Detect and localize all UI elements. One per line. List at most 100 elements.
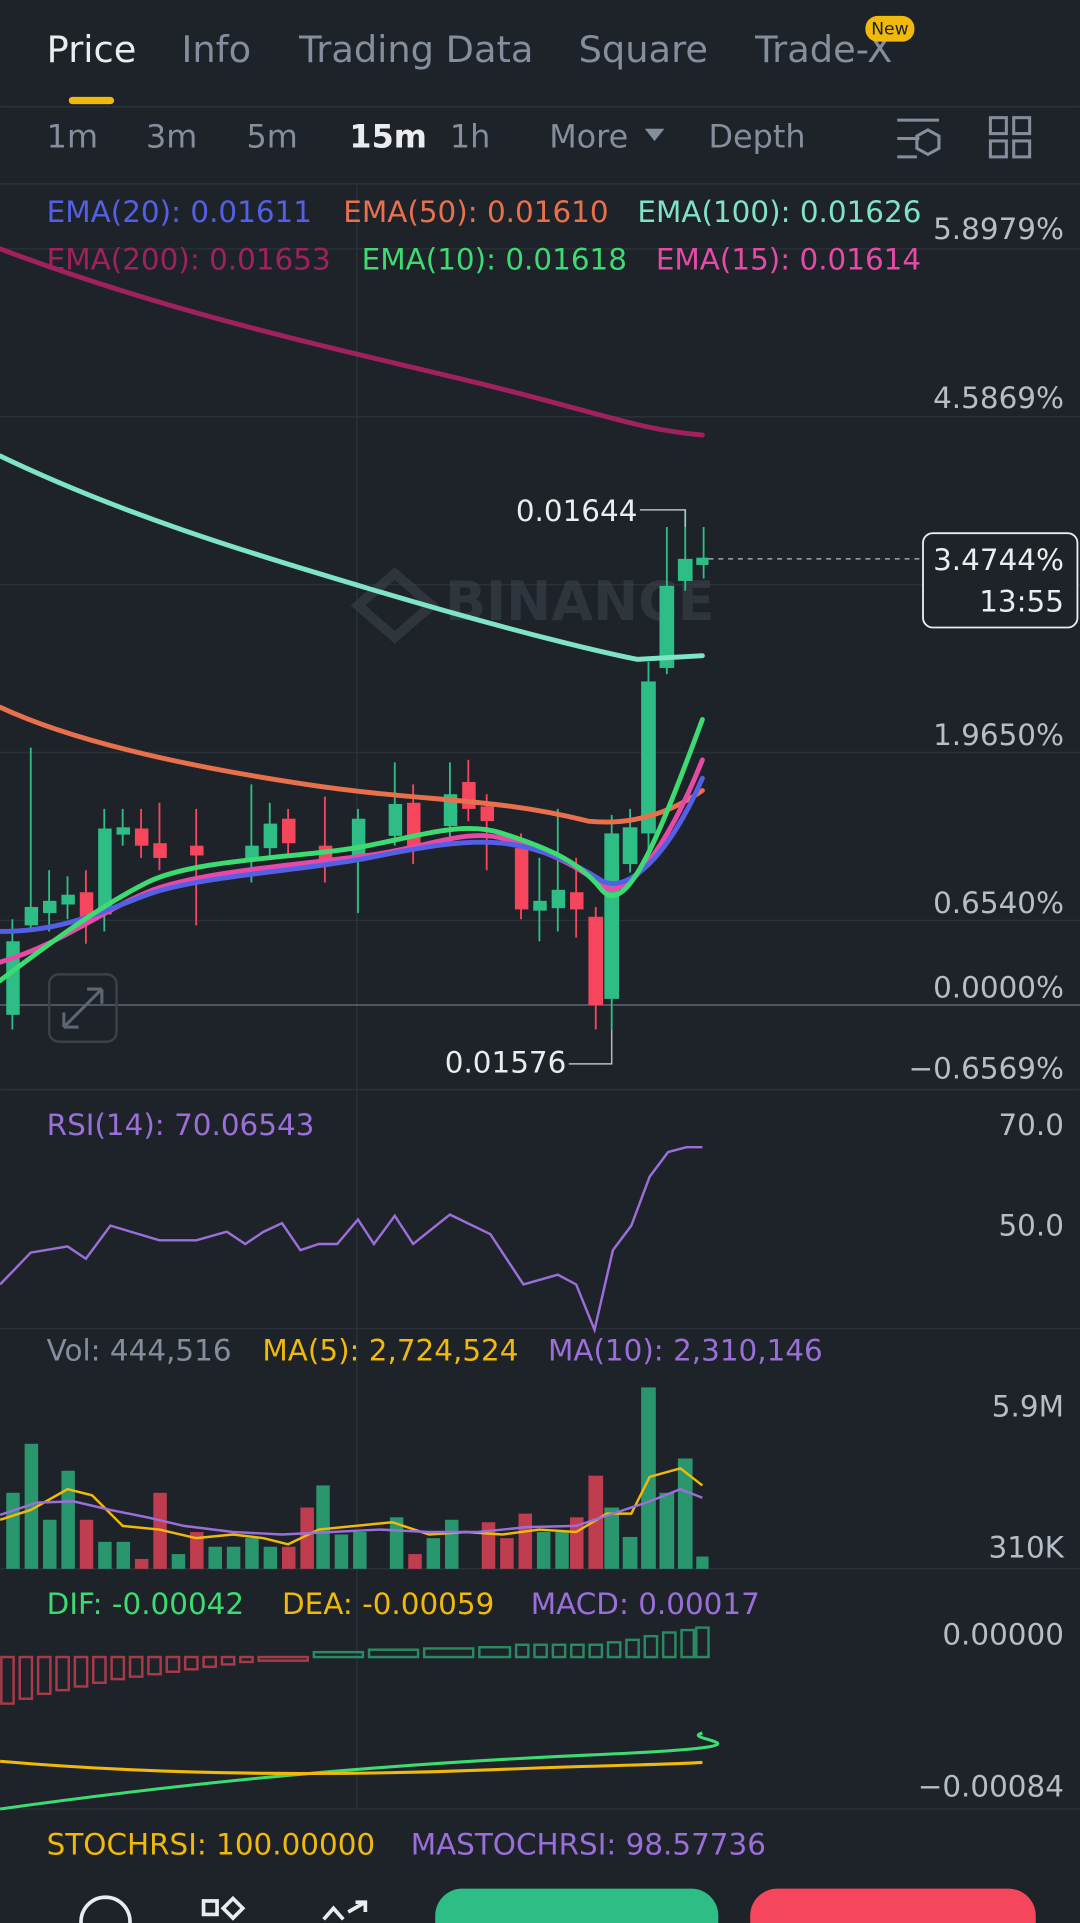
axis-label: 310K [989,1531,1065,1565]
legend-entry: EMA(20): 0.01611 [47,195,312,229]
shape [677,1458,693,1569]
buy-button[interactable] [435,1888,719,1923]
shape [79,1519,94,1569]
shape [0,1655,309,1705]
shape [316,1485,330,1569]
shape [462,781,476,809]
legend-entry: EMA(10): 0.01618 [362,243,627,277]
rsi-panel: RSI(14): 70.06543 70.0 50.0 [0,1108,1064,1334]
interval[interactable]: 1m [47,117,98,155]
shape [536,1532,551,1569]
shape [422,1647,475,1659]
shape [226,1546,241,1569]
interval[interactable]: More [549,117,628,155]
shape [478,1646,512,1659]
ema-legend: EMA(20): 0.01611 EMA(50): 0.01610 EMA(10… [47,195,922,277]
shape [239,1655,254,1664]
shape [171,1554,186,1569]
intervals: 1m 3m 5m 15m 1h More Depth [47,116,1032,159]
icon[interactable] [201,1895,246,1921]
axis-label: 5.9M [992,1390,1064,1424]
settings-icon[interactable] [897,118,941,159]
axis-label: −0.6569% [908,1051,1063,1085]
shape [568,1029,613,1065]
shape [282,1546,296,1569]
shape [6,941,20,1015]
shape [220,1655,236,1666]
rsi-line [0,1145,703,1334]
shape [24,906,39,926]
shape [643,1634,659,1659]
legend-entry: EMA(15): 0.01614 [656,243,921,277]
tab[interactable]: Price [47,28,137,71]
shape [147,1655,162,1676]
shape [514,1643,530,1659]
shape [570,892,584,910]
shape [0,1731,720,1811]
interval[interactable]: 3m [146,117,197,155]
shape [116,827,131,835]
shape [551,889,566,909]
sell-button[interactable] [750,1888,1036,1923]
macd-legend: MACD: 0.00017 [531,1587,760,1621]
toolbar [79,1888,1036,1923]
shape [661,1631,677,1659]
shape [604,1507,620,1569]
shape [134,828,149,846]
shape [1012,116,1032,136]
expand-icon [62,987,104,1029]
shape [696,557,709,566]
interval[interactable]: 5m [246,117,297,155]
interval[interactable]: 15m [349,117,427,155]
tab[interactable]: Trading Data [298,28,533,71]
shape [263,823,278,849]
shape [604,833,620,999]
layout-icon[interactable] [988,116,1032,159]
shape [588,1643,604,1659]
shape [0,775,705,934]
shape [201,1899,219,1917]
axis-label: 1.9650% [933,718,1064,752]
shape [98,1541,112,1569]
legend-entry: EMA(50): 0.01610 [343,195,608,229]
macd-panel: DIF: -0.00042 DEA: -0.00059 MACD: 0.0001… [0,1587,1064,1811]
shape [677,558,693,581]
vol-legend: MA(5): 2,724,524 [262,1333,518,1367]
shape [570,1643,585,1659]
tab[interactable]: Info [182,28,252,71]
dropdown-arrow [644,128,665,141]
tab[interactable]: Square [579,28,708,71]
shape [551,1643,567,1659]
shape [696,1556,709,1569]
shape [6,1492,20,1569]
shape [36,1655,52,1696]
shape [134,1558,149,1569]
shape [367,1648,420,1659]
axis-label: 0.0000% [933,971,1064,1005]
stochrsi-panel: STOCHRSI: 100.00000 MASTOCHRSI: 98.57736 [47,1827,766,1861]
shape [24,1443,39,1569]
legend-entry: EMA(200): 0.01653 [47,243,331,277]
shape [351,818,366,858]
icon[interactable] [79,1895,132,1923]
tabs: Price Info Trading Data Square Trade-X N… [47,15,915,105]
expand-button[interactable] [47,973,118,1044]
shape [518,1513,533,1569]
shape [0,1759,703,1776]
icon[interactable] [322,1900,368,1921]
extremes: 0.01644 0.01576 [445,494,686,1079]
shape [588,916,604,1006]
interval[interactable]: Depth [709,117,806,155]
shape [622,827,638,865]
shape [73,1655,89,1688]
axis-label: 5.8979% [933,212,1064,246]
shape [533,900,547,911]
price-axis: 5.8979% 4.5869% 1.9650% 0.6540% 0.0000% … [908,212,1079,1085]
shape [300,1507,314,1569]
interval[interactable]: 1h [450,117,490,155]
shape [988,116,1008,136]
stoch-legend: MASTOCHRSI: 98.57736 [411,1827,766,1861]
shape [350,567,440,644]
shape [245,1538,259,1569]
shape [110,1655,126,1681]
